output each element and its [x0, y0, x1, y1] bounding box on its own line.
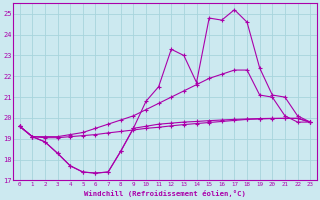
- X-axis label: Windchill (Refroidissement éolien,°C): Windchill (Refroidissement éolien,°C): [84, 190, 246, 197]
